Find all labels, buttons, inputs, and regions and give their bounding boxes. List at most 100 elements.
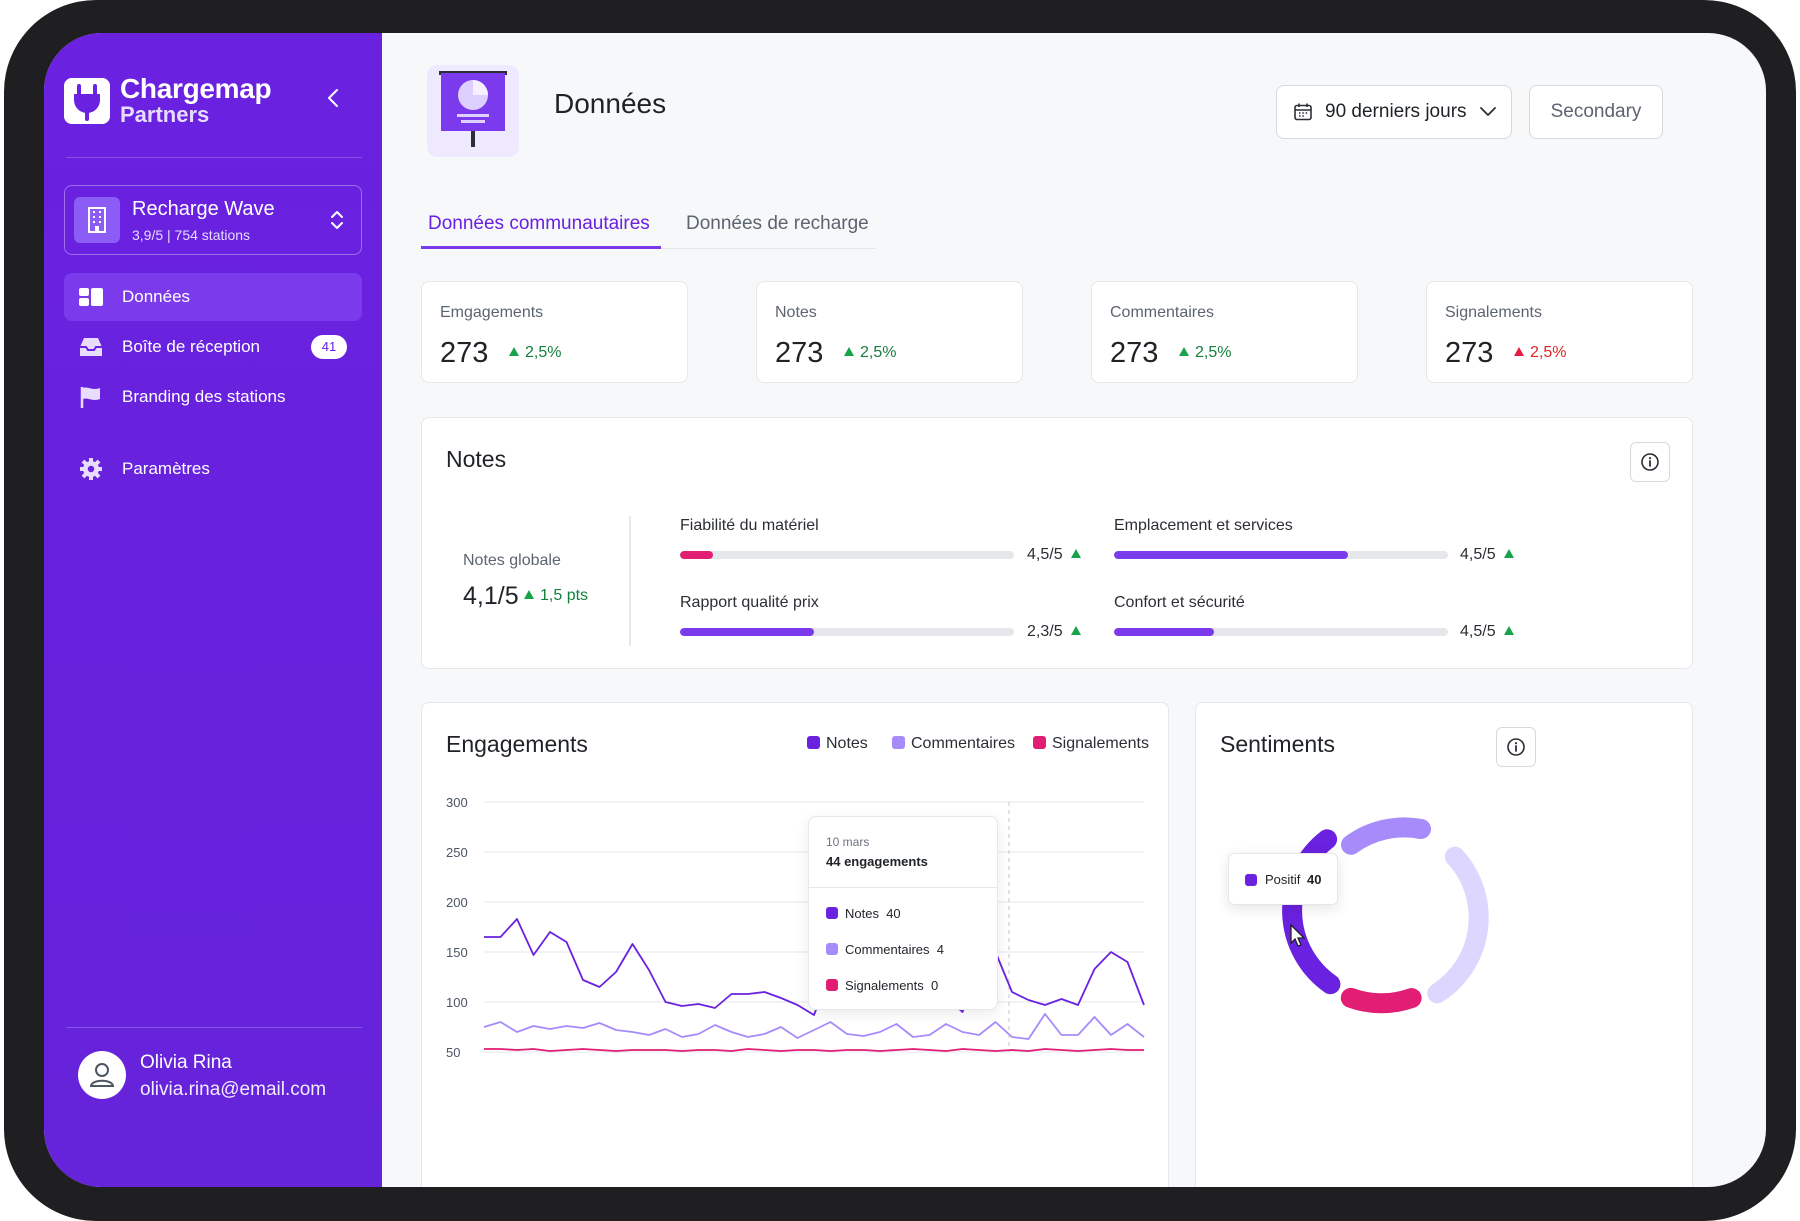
sidebar-item-donnees[interactable]: Données (64, 273, 362, 321)
metric-label: Rapport qualité prix (680, 594, 819, 611)
tooltip-row-commentaires: Commentaires 4 (826, 942, 944, 957)
metric-value: 2,3/5 (1027, 623, 1087, 641)
inbox-icon (80, 338, 102, 356)
kpi-label: Signalements (1445, 304, 1542, 321)
kpi-card-commentaires: Commentaires 273 2,5% (1091, 281, 1358, 383)
sidebar-item-label: Paramètres (122, 459, 210, 478)
calendar-icon (1294, 103, 1312, 121)
metric-value: 4,5/5 (1460, 546, 1520, 564)
info-icon (1641, 453, 1659, 471)
sidebar-item-branding[interactable]: Branding des stations (64, 373, 362, 421)
sidebar-item-inbox[interactable]: Boîte de réception 41 (64, 323, 362, 371)
sidebar-divider (66, 1027, 362, 1028)
metric-bar-fill (1114, 551, 1348, 559)
flag-icon (80, 387, 100, 408)
sidebar: Chargemap Partners Recharge Wave 3,9/5 |… (44, 33, 382, 1187)
trend-up-icon (844, 347, 854, 356)
building-icon (74, 197, 120, 243)
series-line-signalements (484, 1048, 1144, 1052)
legend-signalements[interactable]: Signalements (1033, 735, 1149, 753)
kpi-delta: 2,5% (509, 344, 561, 362)
tooltip-date: 10 mars (826, 835, 870, 849)
tooltip-total: 44 engagements (826, 854, 928, 869)
tablet-frame: Chargemap Partners Recharge Wave 3,9/5 |… (4, 0, 1796, 1221)
legend-notes[interactable]: Notes (807, 735, 868, 753)
metric-label: Confort et sécurité (1114, 594, 1245, 611)
series-line-commentaires (483, 1013, 1145, 1040)
notes-divider (629, 516, 631, 646)
kpi-label: Commentaires (1110, 304, 1215, 321)
engagements-card-title: Engagements (446, 731, 588, 757)
secondary-button[interactable]: Secondary (1529, 85, 1663, 139)
app-screen: Chargemap Partners Recharge Wave 3,9/5 |… (44, 33, 1766, 1187)
kpi-value: 273 (440, 337, 489, 369)
kpi-card-engagements: Emgagements 273 2,5% (421, 281, 688, 383)
avatar (78, 1051, 126, 1099)
legend-commentaires[interactable]: Commentaires (892, 735, 1015, 753)
tab-donnees-de-recharge[interactable]: Données de recharge (686, 213, 869, 234)
trend-up-icon (1071, 626, 1082, 635)
date-range-label: 90 derniers jours (1325, 101, 1467, 122)
metric-bar-fill (680, 551, 714, 559)
y-tick-label: 100 (446, 995, 468, 1010)
trend-up-icon (1179, 347, 1189, 356)
notes-card: Notes Notes globale 4,1/5 1,5 pts Fiabil… (421, 417, 1693, 669)
inbox-count-badge: 41 (311, 335, 347, 359)
notes-info-button[interactable] (1630, 442, 1670, 482)
collapse-sidebar-button[interactable] (319, 83, 349, 113)
trend-up-icon (524, 590, 534, 599)
donut-segment-light (1427, 846, 1489, 1004)
y-tick-label: 250 (446, 845, 468, 860)
metric-value: 4,5/5 (1027, 546, 1087, 564)
metric-bar-fiabilite (680, 551, 1014, 559)
kpi-delta: 2,5% (844, 344, 896, 362)
trend-up-icon (509, 347, 519, 356)
y-tick-label: 50 (446, 1045, 460, 1060)
brand-logo[interactable]: Chargemap Partners (64, 75, 272, 127)
presentation-icon (427, 65, 519, 157)
dashboard-icon (79, 288, 103, 306)
user-icon (89, 1063, 115, 1087)
kpi-card-signalements: Signalements 273 2,5% (1426, 281, 1693, 383)
legend-swatch (807, 736, 820, 749)
legend-swatch (1033, 736, 1046, 749)
sentiment-label: Positif (1265, 872, 1301, 887)
engagements-card: 300 250 200 150 100 50 Engagements Notes Comm… (421, 702, 1169, 1187)
metric-bar-emplacement (1114, 551, 1448, 559)
tooltip-row-notes: Notes 40 (826, 906, 901, 921)
sidebar-divider (66, 157, 362, 158)
kpi-label: Notes (775, 304, 817, 321)
sidebar-item-label: Boîte de réception (122, 337, 260, 356)
trend-up-icon (1071, 549, 1082, 558)
tooltip-row-signalements: Signalements 0 (826, 978, 938, 993)
legend-swatch (1245, 874, 1257, 886)
brand-subtitle: Partners (120, 102, 210, 127)
sidebar-item-parametres[interactable]: Paramètres (64, 445, 362, 493)
donut-segment-neutral (1341, 817, 1431, 855)
tab-donnees-communautaires[interactable]: Données communautaires (428, 213, 650, 234)
sidebar-item-label: Branding des stations (122, 387, 286, 406)
series-line-notes (484, 918, 1145, 1016)
legend-swatch (892, 736, 905, 749)
user-name: Olivia Rina (140, 1052, 232, 1073)
global-note-delta: 1,5 pts (524, 587, 588, 605)
sentiments-info-button[interactable] (1496, 727, 1536, 767)
org-switcher[interactable]: Recharge Wave 3,9/5 | 754 stations (64, 185, 362, 255)
date-range-select[interactable]: 90 derniers jours (1276, 85, 1512, 139)
trend-up-icon (1514, 347, 1524, 356)
engagements-line-chart: 300 250 200 150 100 50 (446, 795, 1145, 1060)
user-email: olivia.rina@email.com (140, 1079, 327, 1100)
sentiments-donut-chart (1282, 817, 1489, 1014)
y-tick-label: 200 (446, 895, 468, 910)
chevron-down-icon (1480, 107, 1496, 116)
main-content: Données 90 derniers jours Secondary Donn… (382, 33, 1766, 1187)
kpi-value: 273 (1110, 337, 1159, 369)
metric-label: Emplacement et services (1114, 517, 1293, 534)
metric-bar-confort (1114, 628, 1448, 636)
chevron-left-icon (328, 89, 338, 107)
sidebar-item-label: Données (122, 287, 191, 306)
kpi-card-notes: Notes 273 2,5% (756, 281, 1023, 383)
info-icon (1507, 738, 1525, 756)
active-tab-indicator (421, 246, 661, 249)
cursor-icon (1290, 923, 1306, 947)
